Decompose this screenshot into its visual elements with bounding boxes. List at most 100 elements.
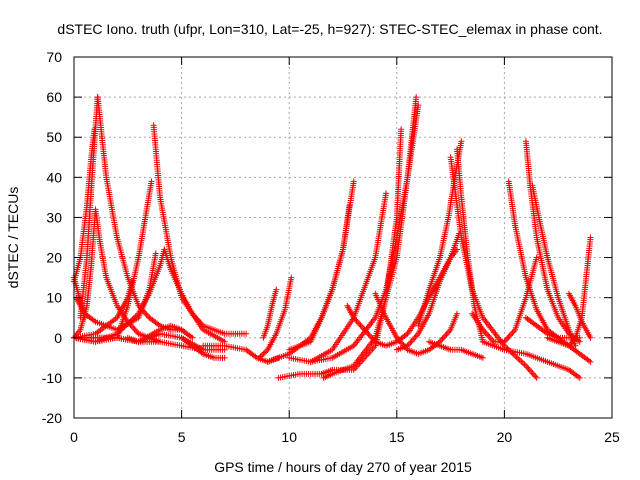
data-point (144, 313, 151, 320)
data-point (532, 373, 539, 380)
series-arc-21 (286, 178, 357, 353)
data-point (454, 246, 461, 253)
chart-title: dSTEC Iono. truth (ufpr, Lon=310, Lat=-2… (57, 21, 602, 37)
x-axis-label: GPS time / hours of day 270 of year 2015 (214, 459, 472, 475)
data-point (407, 339, 414, 346)
data-point (143, 311, 150, 318)
y-tick-label: 10 (46, 290, 62, 306)
data-point (509, 329, 516, 336)
data-point (354, 319, 361, 326)
x-tick-label: 0 (70, 429, 78, 445)
data-point (576, 338, 583, 345)
y-axis-label: dSTEC / TECUs (5, 187, 21, 289)
data-point (411, 335, 418, 342)
data-point (486, 334, 493, 341)
data-point (148, 178, 155, 185)
data-point (533, 254, 540, 261)
data-point (189, 334, 196, 341)
data-point (366, 332, 373, 339)
y-tick-label: 50 (46, 129, 62, 145)
data-point (587, 358, 594, 365)
data-point (273, 286, 280, 293)
x-tick-label: 5 (178, 429, 186, 445)
series-arc-27 (372, 290, 461, 357)
data-point (479, 354, 486, 361)
data-point (288, 274, 295, 281)
data-point (408, 338, 415, 345)
data-point (483, 331, 490, 338)
data-point (506, 332, 513, 339)
series-arc-31 (454, 146, 486, 345)
chart-marks (71, 94, 594, 381)
axis-ticks: 0 5 10 15 20 25 -20 -10 0 10 20 30 40 50 60 70 (42, 49, 620, 445)
data-point (132, 327, 139, 334)
series-arc-32 (426, 338, 486, 361)
series-arc-24 (307, 102, 422, 365)
data-point (439, 335, 446, 342)
series-arc-30 (447, 154, 540, 381)
data-point (258, 352, 265, 359)
y-tick-label: 60 (46, 89, 62, 105)
series-arc-25 (329, 126, 405, 373)
data-point (516, 357, 523, 364)
data-point (530, 371, 537, 378)
chart-grid (74, 57, 612, 418)
data-point (533, 374, 540, 381)
data-point (529, 370, 536, 377)
data-point (576, 374, 583, 381)
data-point (398, 126, 405, 133)
data-point (504, 335, 511, 342)
x-tick-label: 25 (604, 429, 620, 445)
data-point (587, 334, 594, 341)
data-point (440, 334, 447, 341)
x-tick-label: 10 (281, 429, 297, 445)
plot-frame (73, 56, 613, 419)
data-point (519, 359, 526, 366)
data-point (263, 348, 270, 355)
data-point (415, 102, 422, 109)
series-arc-22 (275, 366, 336, 381)
data-point (587, 234, 594, 241)
y-tick-label: -20 (42, 410, 62, 426)
data-point (257, 353, 264, 360)
data-point (261, 349, 268, 356)
data-point (412, 333, 419, 340)
data-point (521, 361, 528, 368)
y-tick-label: 70 (46, 49, 62, 65)
series-arc-12 (161, 246, 250, 337)
data-point (528, 368, 535, 375)
data-point (142, 310, 149, 317)
data-point (129, 278, 136, 285)
y-tick-label: 30 (46, 209, 62, 225)
data-point (221, 354, 228, 361)
data-point (524, 364, 531, 371)
x-tick-label: 15 (389, 429, 405, 445)
series-arc-20 (286, 190, 390, 365)
series-arc-17 (256, 274, 295, 361)
series-arc-40 (565, 290, 594, 341)
y-tick-label: 20 (46, 250, 62, 266)
data-point (513, 354, 520, 361)
data-point (356, 320, 363, 327)
series-arc-36 (529, 182, 579, 349)
data-point (243, 330, 250, 337)
data-point (413, 94, 420, 101)
series-arc-37 (479, 338, 583, 381)
data-point (357, 322, 364, 329)
series-arc-15 (71, 334, 228, 353)
data-point (131, 326, 138, 333)
series-arc-35 (522, 138, 583, 345)
data-point (443, 331, 450, 338)
data-point (256, 354, 263, 361)
data-point (508, 331, 515, 338)
data-point (260, 350, 267, 357)
data-point (505, 334, 512, 341)
data-point (525, 365, 532, 372)
y-tick-label: -10 (42, 370, 62, 386)
series-arc-28 (393, 246, 461, 353)
data-point (454, 310, 461, 317)
data-point (350, 178, 357, 185)
data-point (458, 138, 465, 145)
data-point (442, 332, 449, 339)
